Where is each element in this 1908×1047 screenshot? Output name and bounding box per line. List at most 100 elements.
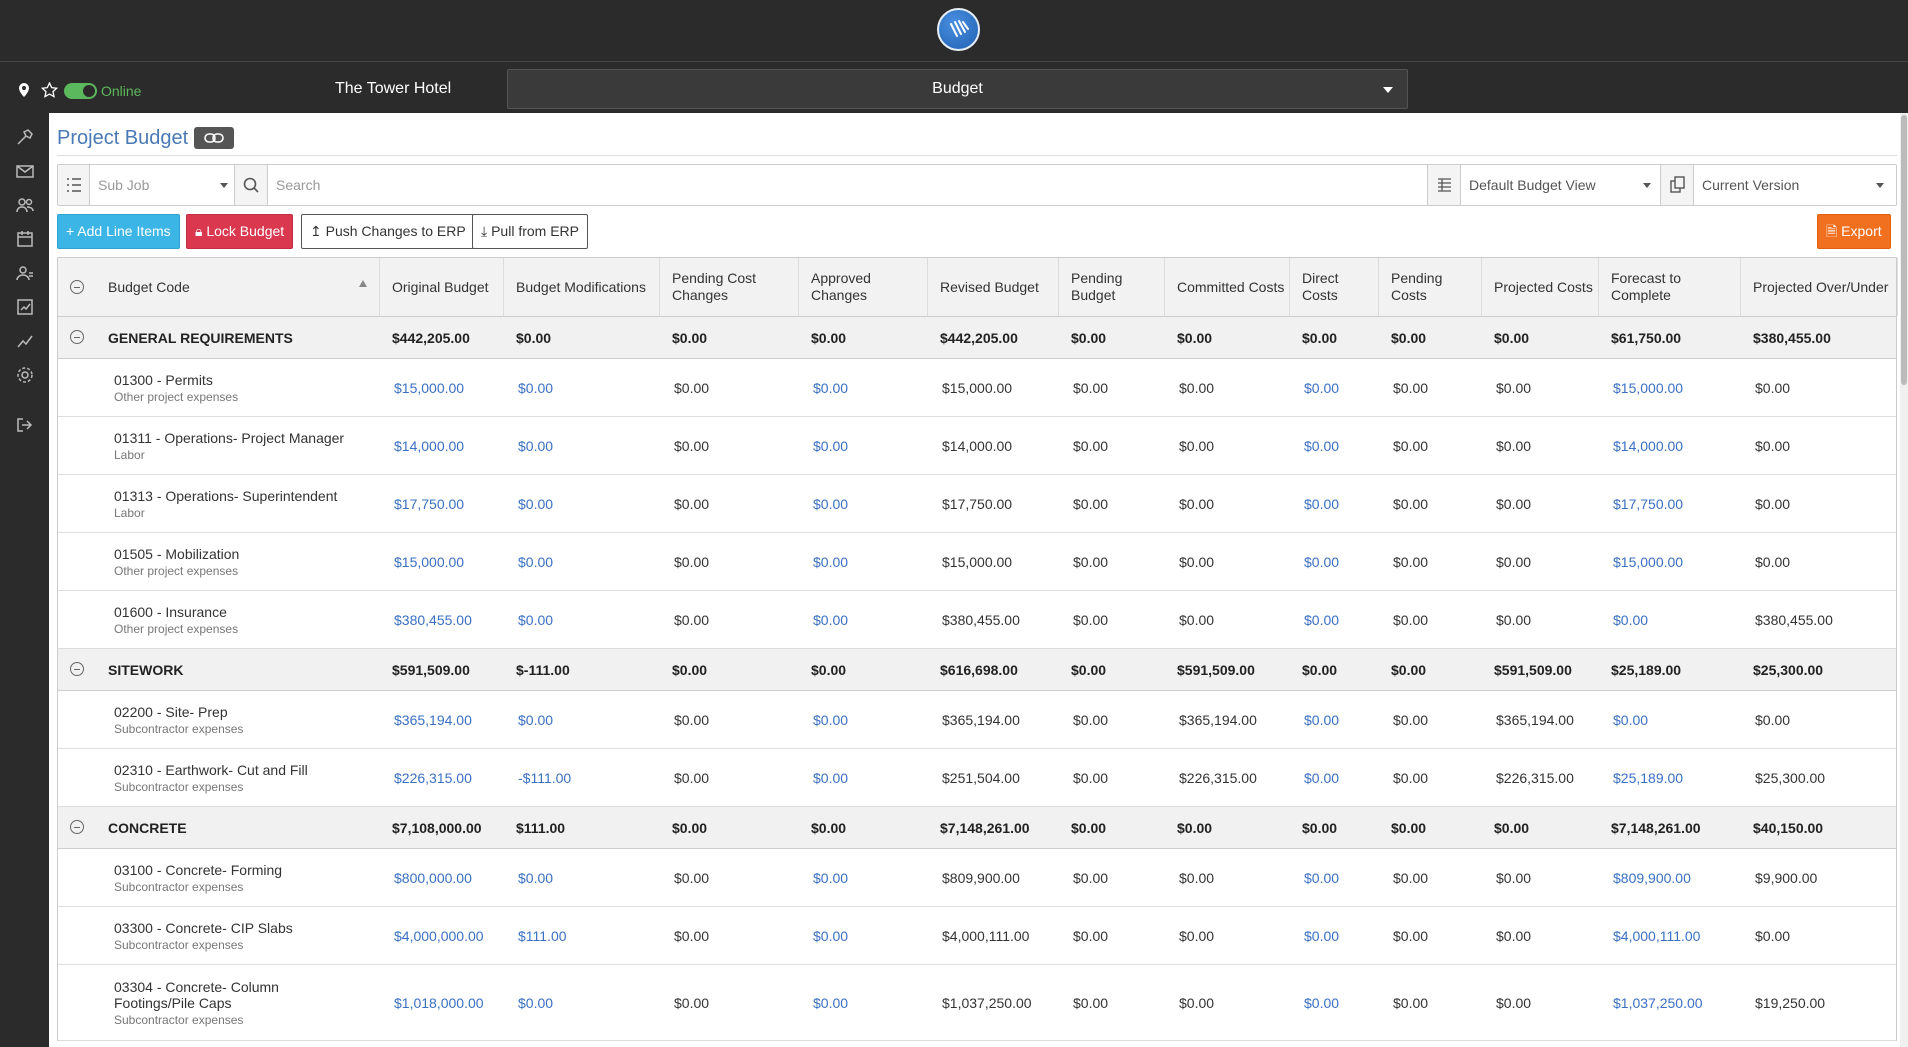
table-row[interactable]: 01300 - Permits Other project expenses $15… <box>58 359 1896 417</box>
collapse-group-icon[interactable] <box>70 820 84 834</box>
sort-asc-icon[interactable] <box>359 280 367 287</box>
value-link[interactable]: $1,018,000.00 <box>394 994 484 1011</box>
value-link[interactable]: $380,455.00 <box>394 611 472 628</box>
group-row[interactable]: CONCRETE $7,108,000.00 $111.00 $0.00 $0.00 $7… <box>58 807 1896 849</box>
module-select[interactable]: Budget <box>507 69 1408 109</box>
column-header[interactable]: Committed Costs <box>1165 258 1290 316</box>
value-link[interactable]: $4,000,111.00 <box>1613 927 1701 944</box>
value-link[interactable]: $17,750.00 <box>1613 495 1684 512</box>
value-link[interactable]: $4,000,000.00 <box>394 927 484 944</box>
value-link[interactable]: $15,000.00 <box>394 553 465 570</box>
column-header[interactable]: Approved Changes <box>799 258 928 316</box>
value-link[interactable]: $0.00 <box>813 495 849 512</box>
subjob-select[interactable]: Sub Job <box>90 165 235 205</box>
value-link[interactable]: $0.00 <box>1304 553 1340 570</box>
column-header[interactable]: Budget Modifications <box>504 258 660 316</box>
gear-icon[interactable] <box>15 365 35 385</box>
app-logo-icon[interactable] <box>937 8 980 51</box>
value-link[interactable]: $0.00 <box>813 994 849 1011</box>
value-link[interactable]: $0.00 <box>1613 611 1649 628</box>
column-header[interactable]: Forecast to Complete <box>1599 258 1741 316</box>
column-header[interactable]: Direct Costs <box>1290 258 1379 316</box>
table-row[interactable]: 03304 - Concrete- Column Footings/Pile C… <box>58 965 1896 1041</box>
value-link[interactable]: $0.00 <box>813 869 849 886</box>
group-row[interactable]: SITEWORK $591,509.00 $-111.00 $0.00 $0.00 $61… <box>58 649 1896 691</box>
value-link[interactable]: $0.00 <box>1304 994 1340 1011</box>
value-link[interactable]: $809,900.00 <box>1613 869 1691 886</box>
project-name[interactable]: The Tower Hotel <box>335 80 452 97</box>
value-link[interactable]: $0.00 <box>813 553 849 570</box>
vertical-scrollbar[interactable] <box>1900 113 1908 1047</box>
table-row[interactable]: 03300 - Concrete- CIP Slabs Subcontractor… <box>58 907 1896 965</box>
collapse-group-icon[interactable] <box>70 662 84 676</box>
value-link[interactable]: $0.00 <box>813 611 849 628</box>
add-line-items-button[interactable]: + Add Line Items <box>57 214 180 249</box>
collapse-group-icon[interactable] <box>70 330 84 344</box>
scrollbar-thumb[interactable] <box>1901 115 1907 385</box>
value-link[interactable]: $0.00 <box>518 553 554 570</box>
table-row[interactable]: 03100 - Concrete- Forming Subcontractor e… <box>58 849 1896 907</box>
value-link[interactable]: $0.00 <box>813 927 849 944</box>
logout-icon[interactable] <box>15 415 35 435</box>
value-link[interactable]: -$111.00 <box>518 769 572 786</box>
value-link[interactable]: $0.00 <box>1304 495 1340 512</box>
value-link[interactable]: $17,750.00 <box>394 495 465 512</box>
star-icon[interactable] <box>40 81 59 102</box>
value-link[interactable]: $15,000.00 <box>394 379 465 396</box>
column-header[interactable]: Projected Over/Under <box>1741 258 1898 316</box>
location-pin-icon[interactable] <box>17 82 31 102</box>
calendar-icon[interactable] <box>15 229 35 249</box>
value-link[interactable]: $25,189.00 <box>1613 769 1684 786</box>
search-input[interactable]: Search <box>268 165 1428 205</box>
value-link[interactable]: $0.00 <box>813 711 849 728</box>
value-link[interactable]: $0.00 <box>1304 869 1340 886</box>
value-link[interactable]: $0.00 <box>518 711 554 728</box>
chart-icon[interactable] <box>15 331 35 351</box>
value-link[interactable]: $0.00 <box>813 379 849 396</box>
value-link[interactable]: $0.00 <box>1304 711 1340 728</box>
mail-icon[interactable] <box>15 161 35 181</box>
column-header[interactable]: Pending Costs <box>1379 258 1482 316</box>
value-link[interactable]: $14,000.00 <box>394 437 465 454</box>
pull-erp-button[interactable]: ⤓ Pull from ERP <box>472 214 589 249</box>
value-link[interactable]: $0.00 <box>518 437 554 454</box>
value-link[interactable]: $0.00 <box>813 437 849 454</box>
push-erp-button[interactable]: ↥ Push Changes to ERP <box>301 214 475 249</box>
value-link[interactable]: $0.00 <box>518 994 554 1011</box>
value-link[interactable]: $1,037,250.00 <box>1613 994 1703 1011</box>
value-link[interactable]: $14,000.00 <box>1613 437 1684 454</box>
value-link[interactable]: $0.00 <box>1613 711 1649 728</box>
value-link[interactable]: $365,194.00 <box>394 711 472 728</box>
value-link[interactable]: $0.00 <box>518 495 554 512</box>
value-link[interactable]: $0.00 <box>813 769 849 786</box>
value-link[interactable]: $0.00 <box>518 379 554 396</box>
hammer-icon[interactable] <box>15 127 35 147</box>
value-link[interactable]: $15,000.00 <box>1613 553 1684 570</box>
table-row[interactable]: 02310 - Earthwork- Cut and Fill Subcontra… <box>58 749 1896 807</box>
collapse-all-icon[interactable] <box>70 280 84 294</box>
value-link[interactable]: $0.00 <box>1304 379 1340 396</box>
table-row[interactable]: 01311 - Operations- Project Manager Labor… <box>58 417 1896 475</box>
column-header[interactable]: Pending Cost Changes <box>660 258 799 316</box>
value-link[interactable]: $800,000.00 <box>394 869 472 886</box>
link-icon[interactable] <box>194 127 234 149</box>
value-link[interactable]: $0.00 <box>518 611 554 628</box>
column-header[interactable]: Original Budget <box>380 258 504 316</box>
value-link[interactable]: $226,315.00 <box>394 769 472 786</box>
table-row[interactable]: 02200 - Site- Prep Subcontractor expenses… <box>58 691 1896 749</box>
column-header[interactable]: Projected Costs <box>1482 258 1599 316</box>
value-link[interactable]: $0.00 <box>1304 437 1340 454</box>
report-icon[interactable] <box>15 297 35 317</box>
table-row[interactable]: 01505 - Mobilization Other project expens… <box>58 533 1896 591</box>
version-select[interactable]: Current Version <box>1694 165 1896 205</box>
table-row[interactable]: 01313 - Operations- Superintendent Labor $… <box>58 475 1896 533</box>
value-link[interactable]: $0.00 <box>1304 611 1340 628</box>
value-link[interactable]: $0.00 <box>1304 769 1340 786</box>
column-header[interactable]: Budget Code <box>58 258 380 316</box>
column-header[interactable]: Revised Budget <box>928 258 1059 316</box>
budget-view-select[interactable]: Default Budget View <box>1461 165 1661 205</box>
export-button[interactable]: 🗎︎ Export <box>1817 214 1891 249</box>
contacts-icon[interactable] <box>15 263 35 283</box>
lock-budget-button[interactable]: 🔒︎ Lock Budget <box>186 214 294 249</box>
value-link[interactable]: $0.00 <box>518 869 554 886</box>
